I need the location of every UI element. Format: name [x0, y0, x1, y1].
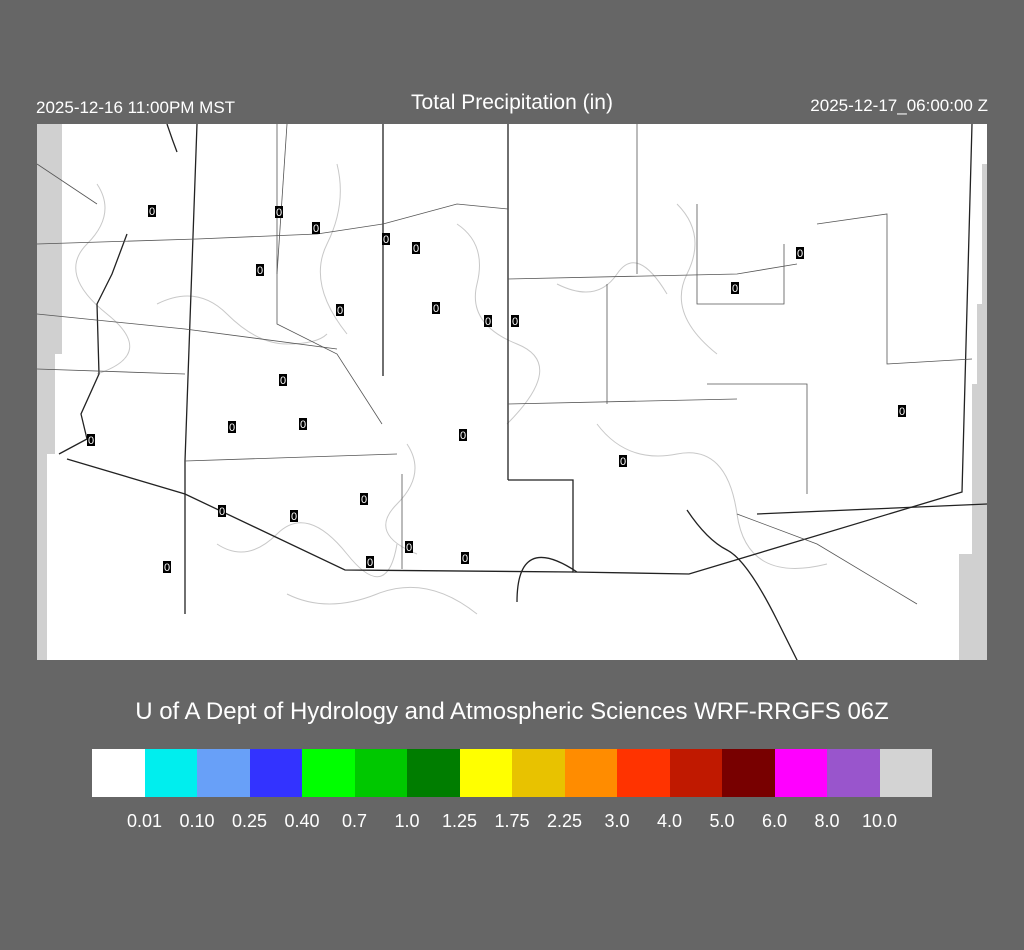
station-value: 0: [291, 511, 297, 523]
station-marker: 0: [256, 264, 264, 277]
local-time-label: 2025-12-16 11:00PM MST: [36, 98, 236, 117]
station-value: 0: [229, 422, 235, 434]
station-value: 0: [367, 557, 373, 569]
state-borders: [58, 123, 988, 666]
station-marker: 0: [312, 222, 320, 235]
station-marker: 0: [366, 556, 374, 569]
station-marker: 0: [218, 505, 226, 518]
station-marker: 0: [432, 302, 440, 315]
legend-label: 5.0: [709, 811, 735, 831]
legend-swatch: [197, 749, 250, 797]
station-value: 0: [257, 265, 263, 277]
station-value: 0: [276, 207, 282, 219]
station-marker: 0: [299, 418, 307, 431]
station-marker: 0: [290, 510, 298, 523]
color-legend-labels: 0.01 0.10 0.25 0.40 0.7 1.0 1.25 1.75 2.25 3.0 4.0…: [0, 811, 1024, 835]
legend-label: 2.25: [546, 811, 583, 831]
station-marker: 0: [87, 434, 95, 447]
station-marker: 0: [461, 552, 469, 565]
station-value: 0: [462, 553, 468, 565]
station-value: 0: [620, 456, 626, 468]
legend-label: 8.0: [814, 811, 840, 831]
legend-label: 10.0: [861, 811, 898, 831]
terrain-contours: [75, 163, 828, 615]
legend-label: 1.25: [441, 811, 478, 831]
edge-shading: [37, 124, 987, 660]
station-value: 0: [300, 419, 306, 431]
legend-label: 1.75: [494, 811, 530, 831]
station-value: 0: [164, 562, 170, 574]
legend-label: 0.25: [231, 811, 268, 831]
station-marker: 0: [459, 429, 467, 442]
station-marker: 0: [336, 304, 344, 317]
station-value: 0: [433, 303, 439, 315]
legend-label: 0.40: [284, 811, 320, 831]
station-value: 0: [899, 406, 905, 418]
station-marker: 0: [898, 405, 906, 418]
station-value: 0: [406, 542, 412, 554]
legend-swatch: [722, 749, 775, 797]
station-value: 0: [485, 316, 491, 328]
station-marker: 0: [412, 242, 420, 255]
station-markers: 0 0 0 0 0 0 0 0 0 0 0 0 0 0 0 0 0 0 0 0 0 0 0 0 0 0: [87, 205, 906, 574]
legend-swatch: [617, 749, 670, 797]
map-canvas: 0 0 0 0 0 0 0 0 0 0 0 0 0 0 0 0 0 0 0 0 0 0 0 0 0 0: [36, 123, 988, 666]
station-marker: 0: [163, 561, 171, 574]
station-value: 0: [313, 223, 319, 235]
station-marker: 0: [360, 493, 368, 506]
station-value: 0: [88, 435, 94, 447]
legend-swatch: [354, 749, 407, 797]
station-value: 0: [797, 248, 803, 260]
station-value: 0: [219, 506, 225, 518]
station-marker: 0: [405, 541, 413, 554]
station-marker: 0: [279, 374, 287, 387]
station-marker: 0: [228, 421, 236, 434]
legend-label: 0.7: [341, 811, 368, 831]
legend-swatch: [512, 749, 565, 797]
legend-swatch: [774, 749, 827, 797]
station-value: 0: [732, 283, 738, 295]
valid-time-label: 2025-12-17_06:00:00 Z: [810, 96, 988, 115]
station-marker: 0: [148, 205, 156, 218]
credit-line: U of A Dept of Hydrology and Atmospheric…: [135, 698, 889, 725]
legend-label: 6.0: [761, 811, 788, 831]
legend-swatch: [407, 749, 460, 797]
legend-swatch: [459, 749, 512, 797]
station-value: 0: [337, 305, 343, 317]
legend-label: 1.0: [394, 811, 420, 831]
legend-swatch: [879, 749, 932, 797]
legend-swatch: [302, 749, 355, 797]
station-value: 0: [413, 243, 419, 255]
legend-swatch: [827, 749, 880, 797]
station-marker: 0: [275, 206, 283, 219]
legend-swatch: [669, 749, 722, 797]
station-value: 0: [460, 430, 466, 442]
legend-swatch: [144, 749, 197, 797]
station-value: 0: [383, 234, 389, 246]
station-marker: 0: [731, 282, 739, 295]
station-marker: 0: [382, 233, 390, 246]
map-title: Total Precipitation (in): [411, 91, 613, 114]
station-marker: 0: [619, 455, 627, 468]
legend-label: 0.10: [179, 811, 215, 831]
legend-label: 0.01: [126, 811, 163, 831]
precipitation-map: 0 0 0 0 0 0 0 0 0 0 0 0 0 0 0 0 0 0 0 0 0 0 0 0 0 0: [36, 123, 988, 666]
station-value: 0: [280, 375, 286, 387]
legend-swatch: [564, 749, 617, 797]
legend-label: 4.0: [656, 811, 683, 831]
station-value: 0: [149, 206, 155, 218]
station-marker: 0: [511, 315, 519, 328]
legend-label: 3.0: [604, 811, 630, 831]
color-legend-bar: [92, 749, 932, 797]
legend-swatch: [249, 749, 302, 797]
county-borders: [36, 123, 973, 605]
legend-swatch: [92, 749, 145, 797]
station-marker: 0: [796, 247, 804, 260]
station-value: 0: [512, 316, 518, 328]
station-value: 0: [361, 494, 367, 506]
station-marker: 0: [484, 315, 492, 328]
